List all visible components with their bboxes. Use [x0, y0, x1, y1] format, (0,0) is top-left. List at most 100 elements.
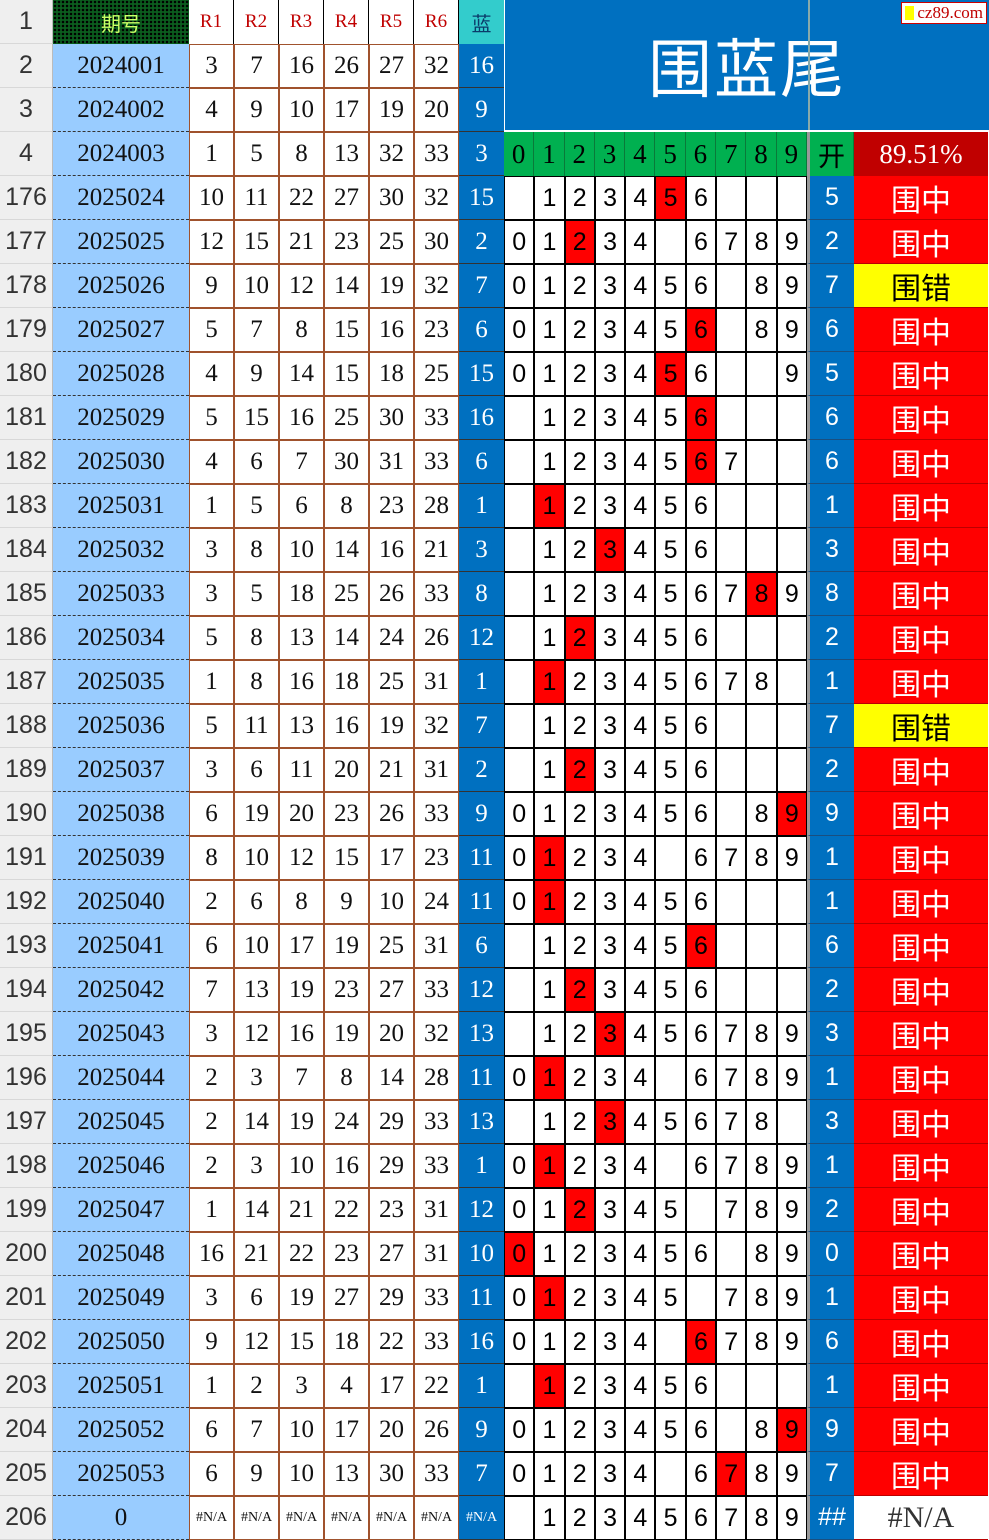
red-ball-cell[interactable]: 10 — [234, 264, 279, 308]
digit-cell[interactable]: 2 — [564, 1452, 595, 1496]
digit-cell[interactable]: 0 — [504, 1232, 535, 1276]
result-cell[interactable]: 围中 — [853, 220, 988, 264]
red-ball-cell[interactable]: 21 — [414, 528, 459, 572]
red-ball-cell[interactable]: 16 — [279, 1012, 324, 1056]
red-ball-cell[interactable]: 3 — [234, 1056, 279, 1100]
issue-cell[interactable]: 2025047 — [53, 1188, 189, 1232]
open-number-cell[interactable]: 2 — [806, 968, 854, 1012]
digit-cell[interactable]: 5 — [655, 1232, 686, 1276]
digit-header-1[interactable]: 1 — [534, 132, 565, 176]
digit-cell[interactable]: 4 — [625, 1056, 656, 1100]
red-ball-cell[interactable]: 17 — [324, 1408, 369, 1452]
digit-cell[interactable] — [504, 616, 535, 660]
issue-cell[interactable]: 2025034 — [53, 616, 189, 660]
red-ball-cell[interactable]: 10 — [279, 528, 324, 572]
red-ball-cell[interactable]: 21 — [234, 1232, 279, 1276]
digit-cell[interactable]: 3 — [594, 1012, 626, 1056]
digit-cell[interactable]: 6 — [685, 968, 717, 1012]
issue-cell[interactable]: 2025027 — [53, 308, 189, 352]
digit-cell[interactable]: 2 — [564, 836, 595, 880]
red-ball-cell[interactable]: 9 — [234, 1452, 279, 1496]
red-ball-cell[interactable]: 19 — [369, 264, 414, 308]
digit-cell[interactable]: 3 — [594, 1188, 626, 1232]
digit-cell[interactable] — [655, 1144, 686, 1188]
digit-cell[interactable]: 8 — [746, 836, 777, 880]
digit-cell[interactable]: 7 — [716, 1012, 747, 1056]
red-ball-cell[interactable]: 13 — [324, 132, 369, 176]
digit-cell[interactable]: 9 — [776, 836, 807, 880]
issue-cell[interactable]: 2025036 — [53, 704, 189, 748]
digit-cell[interactable]: 1 — [534, 308, 565, 352]
digit-cell[interactable]: 4 — [625, 880, 656, 924]
open-number-cell[interactable]: 6 — [806, 1320, 854, 1364]
red-ball-cell[interactable]: 19 — [279, 1100, 324, 1144]
issue-cell[interactable]: 2025039 — [53, 836, 189, 880]
red-ball-cell[interactable]: 6 — [234, 440, 279, 484]
issue-cell[interactable]: 2025024 — [53, 176, 189, 220]
digit-cell[interactable]: 4 — [625, 308, 656, 352]
red-ball-cell[interactable]: 14 — [369, 1056, 414, 1100]
red-ball-cell[interactable]: 24 — [324, 1100, 369, 1144]
digit-cell[interactable] — [504, 1496, 535, 1540]
digit-cell[interactable] — [776, 528, 807, 572]
digit-cell[interactable]: 7 — [716, 1100, 747, 1144]
red-ball-cell[interactable]: 13 — [324, 1452, 369, 1496]
result-cell[interactable]: 围中 — [853, 924, 988, 968]
digit-cell[interactable] — [776, 968, 807, 1012]
digit-cell[interactable] — [776, 396, 807, 440]
result-cell[interactable]: #N/A — [853, 1496, 988, 1540]
red-ball-cell[interactable]: 5 — [189, 704, 234, 748]
digit-cell[interactable]: 6 — [685, 484, 717, 528]
digit-cell[interactable]: 0 — [504, 352, 535, 396]
row-header[interactable]: 191 — [0, 836, 53, 880]
red-ball-cell[interactable]: 30 — [369, 1452, 414, 1496]
digit-cell[interactable]: 4 — [625, 616, 656, 660]
result-cell[interactable]: 围中 — [853, 1320, 988, 1364]
red-ball-cell[interactable]: 23 — [324, 792, 369, 836]
red-ball-cell[interactable]: 29 — [369, 1100, 414, 1144]
row-header[interactable]: 185 — [0, 572, 53, 616]
red-ball-cell[interactable]: 6 — [234, 748, 279, 792]
open-number-cell[interactable]: 9 — [806, 1408, 854, 1452]
red-ball-cell[interactable]: 18 — [279, 572, 324, 616]
blue-ball-cell[interactable]: 15 — [459, 352, 504, 396]
blue-ball-cell[interactable]: 1 — [459, 1364, 504, 1408]
result-cell[interactable]: 围中 — [853, 748, 988, 792]
result-cell[interactable]: 围中 — [853, 660, 988, 704]
issue-cell[interactable]: 2024002 — [53, 88, 189, 132]
red-ball-cell[interactable]: 8 — [234, 528, 279, 572]
red-ball-cell[interactable]: 16 — [189, 1232, 234, 1276]
red-ball-cell[interactable]: 3 — [189, 1276, 234, 1320]
digit-cell[interactable]: 1 — [534, 572, 565, 616]
digit-cell[interactable]: 4 — [625, 748, 656, 792]
red-ball-cell[interactable]: 18 — [324, 660, 369, 704]
digit-cell[interactable]: 6 — [685, 1496, 717, 1540]
digit-cell[interactable]: 3 — [594, 308, 626, 352]
digit-cell[interactable] — [685, 1188, 717, 1232]
digit-cell[interactable]: 6 — [685, 176, 717, 220]
digit-cell[interactable]: 8 — [746, 1276, 777, 1320]
red-ball-cell[interactable]: 5 — [189, 396, 234, 440]
digit-cell[interactable]: 1 — [534, 1188, 565, 1232]
blue-ball-cell[interactable]: 1 — [459, 660, 504, 704]
digit-cell[interactable]: 3 — [594, 836, 626, 880]
digit-cell[interactable]: 1 — [534, 440, 565, 484]
red-ball-cell[interactable]: 11 — [234, 704, 279, 748]
red-ball-cell[interactable]: 22 — [414, 1364, 459, 1408]
digit-cell[interactable] — [776, 484, 807, 528]
digit-cell[interactable]: 9 — [776, 264, 807, 308]
digit-cell[interactable]: 6 — [685, 1452, 717, 1496]
red-ball-cell[interactable]: 3 — [279, 1364, 324, 1408]
red-ball-cell[interactable]: 33 — [414, 1276, 459, 1320]
digit-cell[interactable]: 2 — [564, 176, 595, 220]
digit-header-0[interactable]: 0 — [504, 132, 535, 176]
red-ball-cell[interactable]: 6 — [279, 484, 324, 528]
digit-cell[interactable]: 2 — [564, 1320, 595, 1364]
digit-cell[interactable]: 5 — [655, 792, 686, 836]
digit-cell[interactable] — [716, 1232, 747, 1276]
digit-cell[interactable]: 5 — [655, 1276, 686, 1320]
digit-cell[interactable]: 0 — [504, 308, 535, 352]
red-ball-cell[interactable]: 1 — [189, 132, 234, 176]
digit-cell[interactable] — [746, 1364, 777, 1408]
red-ball-cell[interactable]: 12 — [279, 836, 324, 880]
